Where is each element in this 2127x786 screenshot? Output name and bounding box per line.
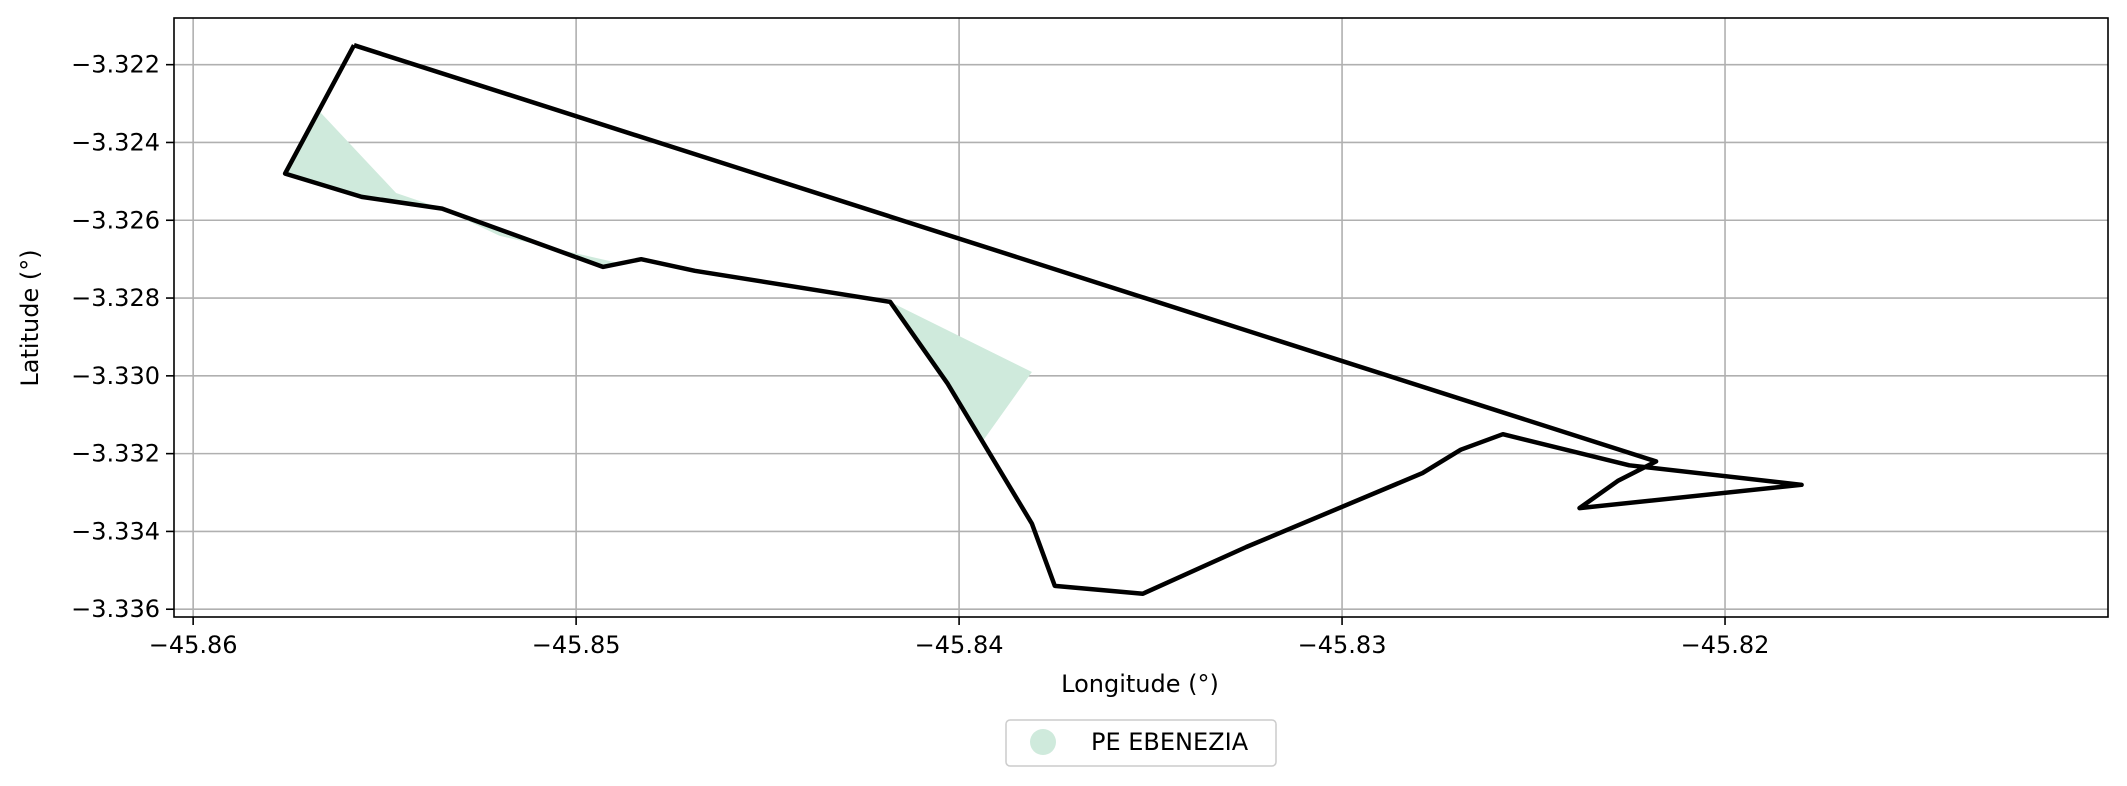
pe-ebenezia-fill [285, 111, 1032, 442]
x-axis-ticks: −45.86 −45.85 −45.84 −45.83 −45.82 [149, 617, 1770, 659]
y-tick-label: −3.328 [71, 284, 160, 312]
y-tick-label: −3.330 [71, 362, 160, 390]
legend-box [1005, 719, 1277, 767]
x-axis-label: Longitude (°) [1061, 670, 1219, 698]
x-tick-label: −45.82 [1681, 631, 1770, 659]
y-axis-ticks: −3.322 −3.324 −3.326 −3.328 −3.330 −3.332 −3.3… [71, 51, 174, 623]
y-tick-label: −3.332 [71, 440, 160, 468]
boundary-outline [282, 43, 1804, 596]
x-tick-label: −45.85 [532, 631, 621, 659]
y-tick-label: −3.336 [71, 595, 160, 623]
legend: PE EBENEZIA [1005, 719, 1277, 767]
y-tick-label: −3.334 [71, 517, 160, 545]
y-tick-label: −3.324 [71, 128, 160, 156]
x-tick-label: −45.84 [915, 631, 1004, 659]
boundary-outline-group [282, 43, 1804, 596]
y-tick-label: −3.326 [71, 206, 160, 234]
legend-label: PE EBENEZIA [1091, 728, 1249, 756]
plot-frame [173, 17, 2109, 618]
x-tick-label: −45.86 [149, 631, 238, 659]
fill-polygon [442, 208, 619, 267]
y-axis-label: Latitude (°) [16, 249, 44, 386]
x-tick-label: −45.83 [1298, 631, 1387, 659]
grid-lines [174, 18, 2108, 617]
y-tick-label: −3.322 [71, 51, 160, 79]
legend-marker [1030, 729, 1056, 755]
fill-polygon [890, 301, 1032, 442]
